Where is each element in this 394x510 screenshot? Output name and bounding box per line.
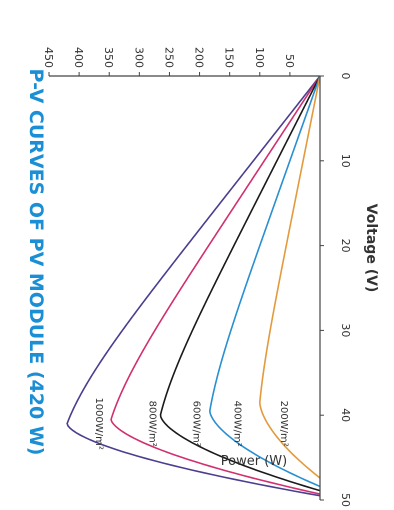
x-tick-label: 50 [339,493,352,507]
x-tick-label: 30 [339,323,352,337]
y-tick-label: 250 [162,47,175,68]
y-tick-label: 200 [193,47,206,68]
x-tick-label: 20 [339,239,352,253]
series-line-1 [110,75,321,495]
series-label-4: 200W/m² [278,401,289,447]
series-line-0 [66,75,321,497]
series-label-2: 600W/m² [191,401,202,447]
series-line-3 [208,75,321,488]
series-line-2 [159,75,321,492]
axes: 0 10 20 30 40 50 50 100 150 200 250 300 350 400 450 [42,47,352,507]
x-tick-label: 10 [339,154,352,168]
series-label-1: 800W/m² [147,401,158,447]
x-tick-label: 40 [339,408,352,422]
series-label-3: 400W/m² [231,401,242,447]
plot-area: 1000W/m² 800W/m² 600W/m² 400W/m² 200W/m² [66,75,321,497]
series-label-0: 1000W/m² [93,397,104,449]
y-tick-label: 450 [42,47,55,68]
y-tick-label: 300 [132,47,145,68]
y-tick-label: 100 [253,47,266,68]
y-tick-label: 150 [223,47,236,68]
x-tick-label: 0 [339,73,352,80]
y-tick-label: 350 [102,47,115,68]
y-tick-label: 400 [72,47,85,68]
chart-title: P-V CURVES OF PV MODULE (420 W) [25,69,47,456]
y-tick-label: 50 [283,54,296,68]
axis-labels: P-V CURVES OF PV MODULE (420 W) Voltage … [25,69,379,456]
y-axis-label: Power (W) [221,454,287,469]
x-axis-label: Voltage (V) [363,204,379,293]
series-line-4 [259,75,321,479]
